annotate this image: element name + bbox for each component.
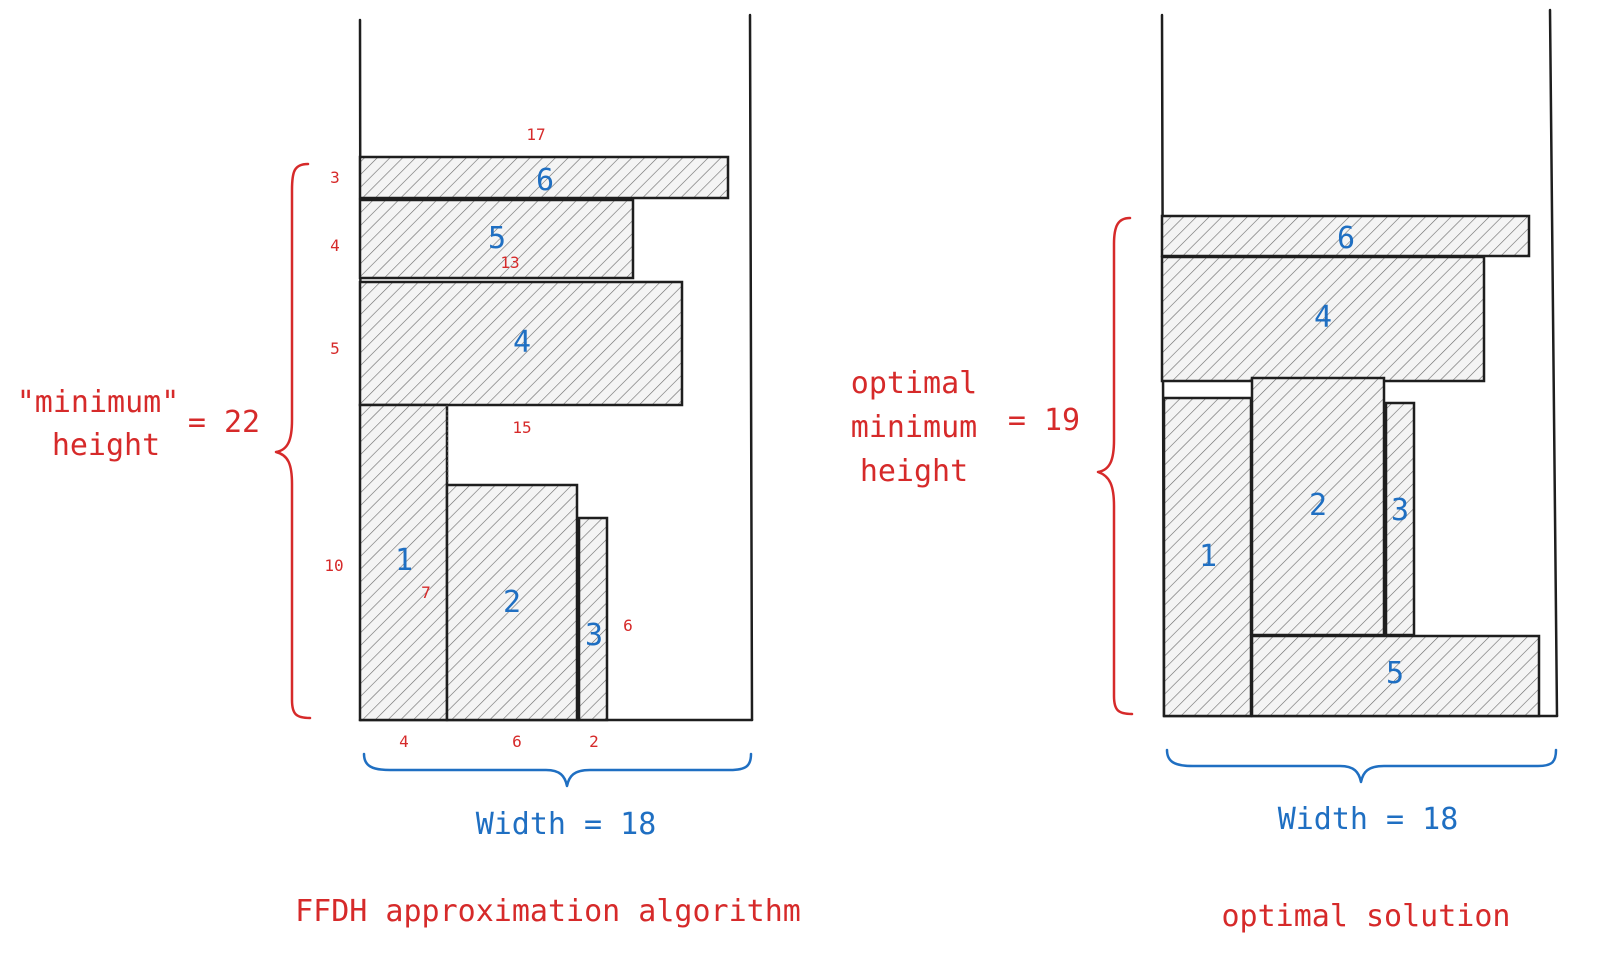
rect-1: [358, 403, 449, 722]
dim-height-3: 3: [330, 168, 340, 187]
rect-2-label: 2: [1309, 488, 1327, 523]
rect-2: [1250, 376, 1386, 637]
dim-width-15: 15: [512, 418, 531, 437]
rect-5: [358, 198, 635, 280]
dim-height-10: 10: [324, 556, 343, 575]
rect-4-label: 4: [513, 325, 531, 360]
dim-height-5: 5: [330, 339, 340, 358]
dim-height-6: 6: [623, 616, 633, 635]
rect-5-label: 5: [1386, 656, 1404, 691]
rect-6: [358, 155, 730, 200]
rect-1-label: 1: [1199, 539, 1217, 574]
rect-2-label: 2: [503, 585, 521, 620]
width-label: Width = 18: [476, 807, 657, 842]
rect-6-label: 6: [536, 163, 554, 198]
width-label: Width = 18: [1278, 802, 1459, 837]
rect-4: [358, 280, 684, 407]
rect-1: [1162, 396, 1253, 718]
rect-5: [1250, 634, 1541, 718]
dim-base-2: 2: [589, 732, 599, 751]
height-label-line1: optimal: [851, 366, 977, 401]
height-brace: [1096, 216, 1134, 716]
width-brace: [362, 752, 753, 788]
right-strip-wall: [748, 13, 754, 722]
height-value: = 22: [188, 405, 260, 440]
ffdh-caption: FFDH approximation algorithm: [295, 894, 801, 929]
height-label-line2: minimum: [851, 410, 977, 445]
height-label-line1: "minimum": [17, 385, 180, 420]
dim-height-4: 4: [330, 236, 340, 255]
rect-3: [577, 516, 609, 722]
optimal-caption: optimal solution: [1222, 899, 1511, 934]
rect-3-label: 3: [1391, 493, 1409, 528]
rect-1-label: 1: [395, 543, 413, 578]
width-brace: [1165, 748, 1558, 784]
rect-6-label: 6: [1337, 221, 1355, 256]
rect-4-label: 4: [1314, 300, 1332, 335]
rect-3-label: 3: [585, 618, 603, 653]
height-value: = 19: [1008, 403, 1080, 438]
right-strip-wall: [1548, 8, 1559, 718]
rect-2: [445, 483, 579, 722]
dim-width-17: 17: [526, 125, 545, 144]
height-label-line2: height: [52, 428, 160, 463]
dim-height-7: 7: [421, 583, 431, 602]
rect-5-label: 5: [488, 221, 506, 256]
dim-base-6: 6: [512, 732, 522, 751]
rect-4: [1160, 255, 1486, 383]
optimal-panel: 6 4 1 2 3 5 optimal minimum height = 19 …: [851, 8, 1559, 934]
height-label-line3: height: [860, 454, 968, 489]
dim-base-4: 4: [399, 732, 409, 751]
height-brace: [274, 162, 312, 720]
ffdh-panel: 6 5 4 1 2 3 17 13 15 3 4 5 10 7 6 4 6 2 …: [17, 13, 801, 929]
dim-width-13: 13: [500, 253, 519, 272]
